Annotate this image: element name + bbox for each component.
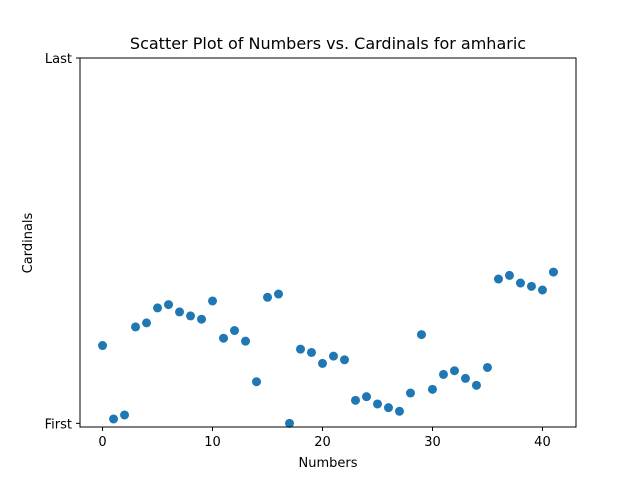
data-point — [307, 347, 317, 357]
data-point — [394, 406, 404, 416]
x-axis-label: Numbers — [299, 456, 358, 471]
data-point — [504, 270, 514, 280]
data-point — [296, 344, 306, 354]
data-point — [230, 326, 240, 336]
data-point — [241, 336, 251, 346]
data-point — [153, 303, 163, 313]
x-tick-label: 40 — [534, 435, 551, 450]
data-point — [548, 267, 558, 277]
data-point — [197, 314, 207, 324]
y-tick-label: First — [45, 417, 72, 432]
data-point — [350, 395, 360, 405]
x-tick-label: 30 — [424, 435, 441, 450]
data-point — [383, 403, 393, 413]
x-tick-label: 0 — [98, 435, 106, 450]
data-point — [109, 414, 119, 424]
data-point — [285, 418, 295, 428]
data-point — [263, 292, 273, 302]
y-axis-label: Cardinals — [21, 212, 36, 273]
y-tick-label: Last — [45, 52, 72, 67]
chart-title: Scatter Plot of Numbers vs. Cardinals fo… — [130, 34, 526, 53]
data-point — [219, 333, 229, 343]
data-point — [471, 380, 481, 390]
data-point — [460, 373, 470, 383]
data-point — [493, 274, 503, 284]
data-point — [175, 307, 185, 317]
x-tick-label: 20 — [314, 435, 331, 450]
data-point — [318, 358, 328, 368]
data-point — [515, 278, 525, 288]
data-point — [328, 351, 338, 361]
data-point — [131, 322, 141, 332]
plot-frame — [79, 57, 577, 428]
data-points — [98, 267, 558, 428]
data-point — [537, 285, 547, 295]
data-point — [164, 300, 174, 310]
data-point — [120, 410, 130, 420]
data-point — [274, 289, 284, 299]
data-point — [208, 296, 218, 306]
data-point — [339, 355, 349, 365]
data-point — [142, 318, 152, 328]
data-point — [372, 399, 382, 409]
data-point — [252, 377, 262, 387]
data-point — [449, 366, 459, 376]
data-point — [427, 384, 437, 394]
data-point — [186, 311, 196, 321]
data-point — [416, 330, 426, 340]
data-point — [482, 362, 492, 372]
data-point — [361, 392, 371, 402]
data-point — [405, 388, 415, 398]
data-point — [438, 369, 448, 379]
data-point — [526, 281, 536, 291]
y-axis-ticks: First Last — [45, 52, 80, 432]
data-point — [98, 341, 108, 351]
x-axis-ticks: 0 10 20 30 40 — [98, 427, 551, 450]
x-tick-label: 10 — [204, 435, 221, 450]
